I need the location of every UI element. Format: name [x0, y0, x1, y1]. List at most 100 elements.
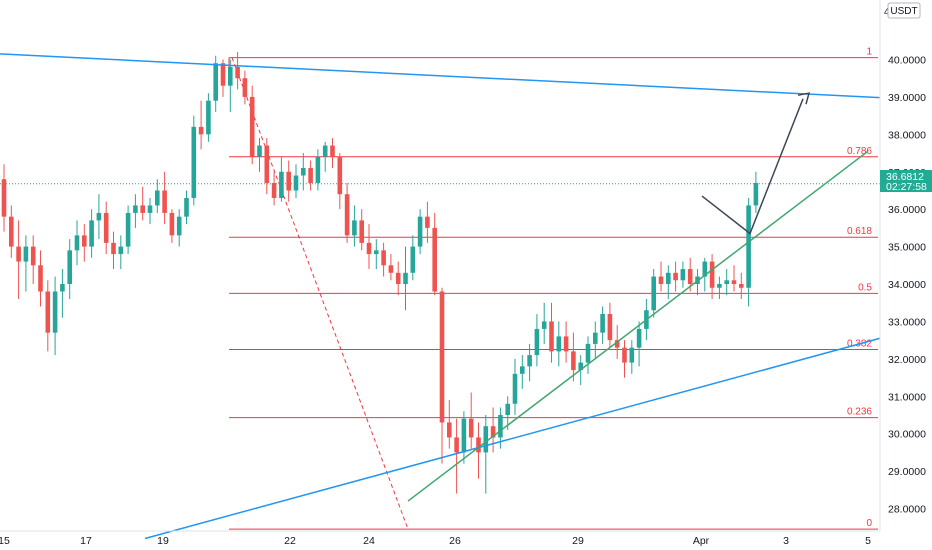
candle-body: [184, 197, 189, 217]
projected-path-arrow[interactable]: [701, 98, 804, 235]
candle-body: [67, 250, 72, 285]
candle-body: [23, 246, 29, 262]
candle-body: [330, 145, 335, 157]
candle-body: [169, 212, 175, 236]
candle-body: [447, 422, 452, 438]
ascending-trendline[interactable]: [407, 150, 869, 502]
candle-body: [242, 78, 248, 97]
candle-body: [381, 250, 386, 266]
upper-resistance-line[interactable]: [0, 53, 881, 99]
candle-body: [432, 227, 437, 292]
x-tick-label: 5: [865, 535, 871, 547]
candle-body: [417, 216, 423, 247]
lower-support-line[interactable]: [144, 337, 881, 540]
x-tick-label: 29: [572, 535, 584, 547]
last-price-badge: [880, 170, 932, 192]
y-tick-label: 36.0000: [888, 204, 926, 216]
candle-body: [556, 336, 562, 352]
candle-body: [344, 194, 350, 236]
candle-body: [724, 280, 729, 285]
candle-body: [286, 171, 291, 191]
candle-body: [520, 366, 525, 374]
candle-body: [454, 437, 459, 453]
candle-body: [30, 246, 36, 266]
candle-body: [388, 265, 394, 273]
y-tick-label: 31.0000: [888, 391, 926, 403]
candle-body: [636, 328, 642, 348]
candle-body: [593, 332, 598, 344]
x-tick-label: Apr: [693, 535, 710, 547]
fib-level-label: 0.786: [847, 146, 872, 157]
candle-body: [206, 100, 211, 135]
candle-body: [709, 261, 715, 288]
candle-body: [133, 205, 138, 213]
candle-body: [359, 220, 364, 243]
candle-body: [505, 403, 510, 415]
candle-body: [301, 168, 306, 176]
candle-body: [155, 190, 160, 206]
candle-body: [118, 246, 124, 255]
candle-body: [271, 182, 277, 198]
candle-body: [498, 414, 503, 438]
drawing-tools[interactable]: [0, 53, 881, 540]
candle-body: [228, 66, 233, 86]
candle-body: [395, 272, 401, 285]
candle-body: [629, 347, 635, 363]
currency-badge[interactable]: USDT: [890, 6, 917, 17]
candle-body: [308, 168, 313, 183]
candle-body: [483, 426, 489, 453]
y-tick-label: 34.0000: [888, 279, 926, 291]
candlestick-series: [1, 52, 759, 494]
candle-body: [9, 216, 14, 247]
candle-body: [322, 145, 328, 157]
candle-body: [16, 246, 21, 262]
y-tick-label: 28.0000: [888, 504, 926, 516]
candle-body: [235, 66, 240, 79]
candle-body: [658, 276, 664, 285]
candle-body: [374, 250, 379, 255]
candle-body: [563, 336, 569, 352]
candle-body: [403, 272, 408, 285]
candle-body: [111, 242, 116, 255]
bar-countdown: 02:27:58: [886, 181, 927, 193]
candle-body: [257, 145, 262, 157]
candle-body: [52, 291, 58, 333]
candle-body: [585, 343, 591, 363]
candle-body: [541, 321, 547, 329]
candle-body: [666, 272, 671, 285]
last-price-value: 36.6812: [886, 171, 924, 183]
candle-body: [1, 179, 7, 217]
candle-body: [410, 246, 416, 273]
candle-body: [731, 280, 737, 285]
candle-body: [717, 284, 722, 288]
candle-body: [352, 220, 357, 236]
arrowhead-icon: [797, 92, 811, 105]
candle-body: [739, 284, 744, 288]
candle-body: [425, 216, 430, 228]
candle-body: [103, 212, 109, 243]
candle-body: [490, 426, 496, 438]
y-tick-label: 30.0000: [888, 429, 926, 441]
candle-body: [337, 156, 343, 195]
candle-body: [476, 437, 481, 453]
candle-body: [614, 340, 620, 348]
candle-body: [622, 347, 627, 363]
candle-body: [140, 205, 145, 213]
candle-body: [439, 291, 445, 423]
candle-body: [702, 261, 708, 277]
candle-body: [512, 373, 518, 404]
currency-badge-box[interactable]: [887, 2, 921, 19]
candle-body: [600, 313, 605, 333]
fib-level-label: 0.236: [847, 407, 872, 418]
candle-body: [96, 212, 102, 221]
y-tick-label: 38.0000: [888, 129, 926, 141]
x-tick-label: 3: [783, 535, 789, 547]
candle-body: [213, 63, 218, 101]
price-axis[interactable]: 4 USDT 28.0000 29.0000 30.0000 31.0000 32.00…: [879, 0, 926, 531]
candle-body: [753, 182, 759, 206]
candle-body: [607, 313, 613, 341]
time-axis[interactable]: 15 17 19 22 24 26 29 Apr 3 5: [0, 530, 880, 547]
candle-body: [162, 190, 167, 213]
